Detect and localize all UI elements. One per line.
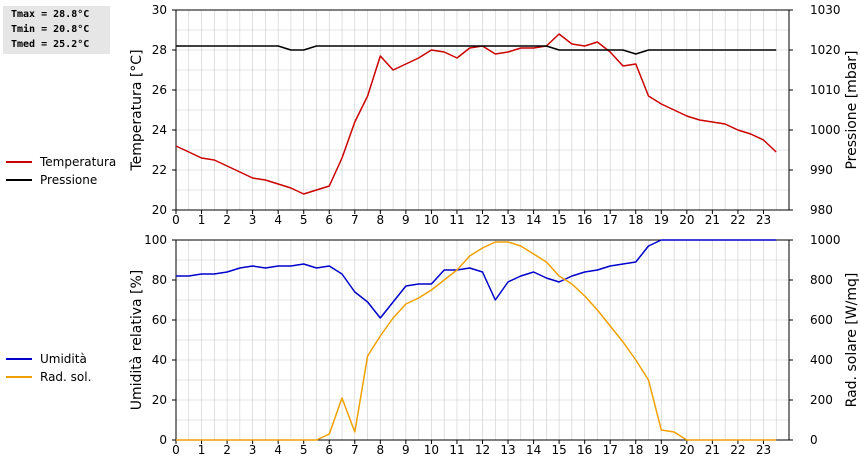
y-axis-title-right-top: Pressione [mbar] (844, 50, 860, 169)
legend-label-pressione: Pressione (40, 173, 98, 187)
x-tick-label-bottom: 8 (377, 443, 385, 457)
y-tick-label-right-bottom: 400 (810, 353, 833, 367)
x-tick-label-bottom: 4 (274, 443, 282, 457)
y-tick-label-right-bottom: 800 (810, 273, 833, 287)
x-tick-label-bottom: 2 (223, 443, 231, 457)
tmax-text: Tmax = 28.8°C (11, 9, 90, 20)
x-tick-label-bottom: 13 (500, 443, 515, 457)
stats-box: Tmax = 28.8°C Tmin = 20.8°C Tmed = 25.2°… (3, 6, 110, 54)
x-tick-label-top: 17 (603, 213, 618, 227)
y-tick-label-left-bottom: 80 (152, 273, 167, 287)
x-tick-label-bottom: 18 (628, 443, 643, 457)
legend-label-umidita: Umidità (40, 352, 87, 366)
x-tick-label-top: 1 (198, 213, 206, 227)
tmin-text: Tmin = 20.8°C (11, 24, 90, 35)
y-tick-label-left-bottom: 40 (152, 353, 167, 367)
y-tick-label-left-top: 20 (152, 203, 167, 217)
x-tick-label-top: 22 (730, 213, 745, 227)
y-tick-label-left-bottom: 100 (144, 233, 167, 247)
x-tick-label-top: 11 (449, 213, 464, 227)
legend-item-pressione: Pressione (6, 171, 116, 189)
x-tick-label-top: 7 (351, 213, 359, 227)
x-tick-label-bottom: 16 (577, 443, 592, 457)
x-tick-label-top: 10 (424, 213, 439, 227)
x-tick-label-bottom: 17 (603, 443, 618, 457)
y-tick-label-right-bottom: 1000 (810, 233, 841, 247)
x-tick-label-top: 16 (577, 213, 592, 227)
y-tick-label-left-top: 26 (152, 83, 167, 97)
x-tick-label-top: 8 (377, 213, 385, 227)
x-tick-label-top: 14 (526, 213, 541, 227)
legend-swatch-umidita (6, 358, 32, 360)
y-tick-label-right-bottom: 0 (810, 433, 818, 447)
x-tick-label-top: 18 (628, 213, 643, 227)
y-tick-label-right-top: 1030 (810, 3, 841, 17)
x-tick-label-bottom: 12 (475, 443, 490, 457)
y-tick-label-right-top: 990 (810, 163, 833, 177)
x-tick-label-top: 21 (705, 213, 720, 227)
x-tick-label-bottom: 0 (172, 443, 180, 457)
x-tick-label-top: 13 (500, 213, 515, 227)
y-tick-label-right-top: 980 (810, 203, 833, 217)
series-line-pressione (176, 45, 777, 55)
x-tick-label-top: 12 (475, 213, 490, 227)
y-tick-label-left-top: 22 (152, 163, 167, 177)
legend-swatch-pressione (6, 179, 32, 181)
legend-label-rad-sol: Rad. sol. (40, 370, 92, 384)
x-tick-label-bottom: 20 (679, 443, 694, 457)
legend-swatch-rad-sol (6, 376, 32, 378)
y-tick-label-left-bottom: 60 (152, 313, 167, 327)
y-axis-title-right-bottom: Rad. solare [W/mq] (844, 273, 860, 408)
x-tick-label-bottom: 14 (526, 443, 541, 457)
legend-swatch-temperatura (6, 161, 32, 163)
x-tick-label-bottom: 1 (198, 443, 206, 457)
x-tick-label-top: 6 (325, 213, 333, 227)
x-tick-label-top: 20 (679, 213, 694, 227)
y-tick-label-left-top: 28 (152, 43, 167, 57)
x-tick-label-bottom: 9 (402, 443, 410, 457)
legend-item-umidita: Umidità (6, 350, 91, 368)
x-tick-label-top: 23 (756, 213, 771, 227)
y-tick-label-right-top: 1020 (810, 43, 841, 57)
x-tick-label-top: 3 (249, 213, 257, 227)
x-tick-label-bottom: 10 (424, 443, 439, 457)
y-axis-title-left-bottom: Umidità relativa [%] (129, 270, 145, 411)
x-tick-label-bottom: 21 (705, 443, 720, 457)
x-tick-label-top: 9 (402, 213, 410, 227)
legend-bottom: Umidità Rad. sol. (6, 350, 91, 386)
x-tick-label-bottom: 11 (449, 443, 464, 457)
x-tick-label-bottom: 6 (325, 443, 333, 457)
series-line-temperatura (175, 33, 777, 195)
x-tick-label-bottom: 15 (551, 443, 566, 457)
x-tick-label-bottom: 22 (730, 443, 745, 457)
x-tick-label-bottom: 19 (654, 443, 669, 457)
legend-top: Temperatura Pressione (6, 153, 116, 189)
x-tick-label-bottom: 7 (351, 443, 359, 457)
x-tick-label-bottom: 3 (249, 443, 257, 457)
x-tick-label-top: 4 (274, 213, 282, 227)
x-tick-label-bottom: 5 (300, 443, 308, 457)
y-axis-title-left-top: Temperatura [°C] (129, 49, 145, 171)
x-tick-label-top: 5 (300, 213, 308, 227)
x-tick-label-top: 19 (654, 213, 669, 227)
tmed-text: Tmed = 25.2°C (11, 39, 90, 50)
y-tick-label-right-top: 1010 (810, 83, 841, 97)
series-line-rad-sol (176, 241, 777, 441)
y-tick-label-left-bottom: 0 (159, 433, 167, 447)
y-tick-label-right-bottom: 200 (810, 393, 833, 407)
y-tick-label-right-bottom: 600 (810, 313, 833, 327)
y-tick-label-left-bottom: 20 (152, 393, 167, 407)
legend-item-temperatura: Temperatura (6, 153, 116, 171)
y-tick-label-left-top: 24 (152, 123, 167, 137)
legend-label-temperatura: Temperatura (40, 155, 117, 169)
x-tick-label-top: 0 (172, 213, 180, 227)
y-tick-label-right-top: 1000 (810, 123, 841, 137)
y-tick-label-left-top: 30 (152, 3, 167, 17)
legend-item-rad-sol: Rad. sol. (6, 368, 91, 386)
x-tick-label-top: 15 (551, 213, 566, 227)
x-tick-label-bottom: 23 (756, 443, 771, 457)
x-tick-label-top: 2 (223, 213, 231, 227)
